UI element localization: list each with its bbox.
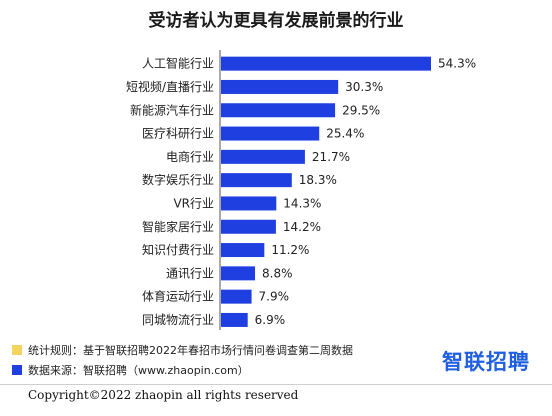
category-label-5: 数字娱乐行业 [142, 172, 214, 187]
value-label-9: 8.8% [262, 266, 293, 280]
category-label-10: 体育运动行业 [142, 289, 214, 304]
value-label-10: 7.9% [259, 290, 290, 304]
value-label-6: 14.3% [283, 196, 321, 210]
value-label-5: 18.3% [299, 173, 337, 187]
category-label-6: VR行业 [173, 196, 214, 210]
value-label-1: 30.3% [345, 80, 383, 94]
copyright-text: Copyright©2022 zhaopin all rights reserv… [28, 388, 299, 402]
zhaopin-logo: 智联招聘 [442, 350, 530, 374]
bar-5 [221, 173, 292, 188]
bar-4 [221, 149, 305, 164]
bar-7 [221, 219, 276, 234]
bar-2 [221, 103, 336, 118]
category-label-7: 智能家居行业 [142, 219, 214, 234]
chart-title: 受访者认为更具有发展前景的行业 [148, 11, 404, 31]
footer-divider [0, 384, 552, 385]
bar-chart: 人工智能行业 54.3% 短视频/直播行业 30.3% 新能源汽车行业 29.5% 医疗科研… [126, 50, 476, 330]
note-data-source: 数据来源：智联招聘（www.zhaopin.com） [12, 362, 249, 378]
value-label-7: 14.2% [283, 220, 321, 234]
category-label-8: 知识付费行业 [142, 243, 214, 257]
bar-8 [221, 243, 265, 258]
note-stat-rule-text: 统计规则：基于智联招聘2022年春招市场行情问卷调查第二周数据 [28, 344, 353, 357]
bar-11 [221, 312, 248, 327]
value-label-11: 6.9% [255, 313, 286, 327]
category-label-2: 新能源汽车行业 [130, 102, 214, 117]
category-label-1: 短视频/直播行业 [126, 79, 214, 94]
value-label-0: 54.3% [438, 57, 476, 71]
blue-square-icon [12, 365, 22, 375]
value-label-8: 11.2% [271, 243, 309, 257]
category-label-4: 电商行业 [166, 149, 214, 164]
bar-10 [221, 289, 252, 304]
bar-6 [221, 196, 277, 211]
category-label-0: 人工智能行业 [142, 56, 214, 71]
category-label-9: 通讯行业 [166, 266, 214, 280]
bar-0 [221, 56, 431, 71]
note-stat-rule: 统计规则：基于智联招聘2022年春招市场行情问卷调查第二周数据 [12, 342, 353, 358]
bar-1 [221, 79, 339, 94]
bar-3 [221, 126, 320, 141]
yellow-square-icon [12, 345, 22, 355]
value-label-4: 21.7% [312, 150, 350, 164]
category-label-3: 医疗科研行业 [142, 127, 214, 141]
note-data-source-text: 数据来源：智联招聘（www.zhaopin.com） [28, 364, 249, 377]
value-label-3: 25.4% [326, 127, 364, 141]
value-label-2: 29.5% [342, 103, 380, 117]
category-label-11: 同城物流行业 [142, 313, 214, 327]
bar-9 [221, 266, 256, 281]
